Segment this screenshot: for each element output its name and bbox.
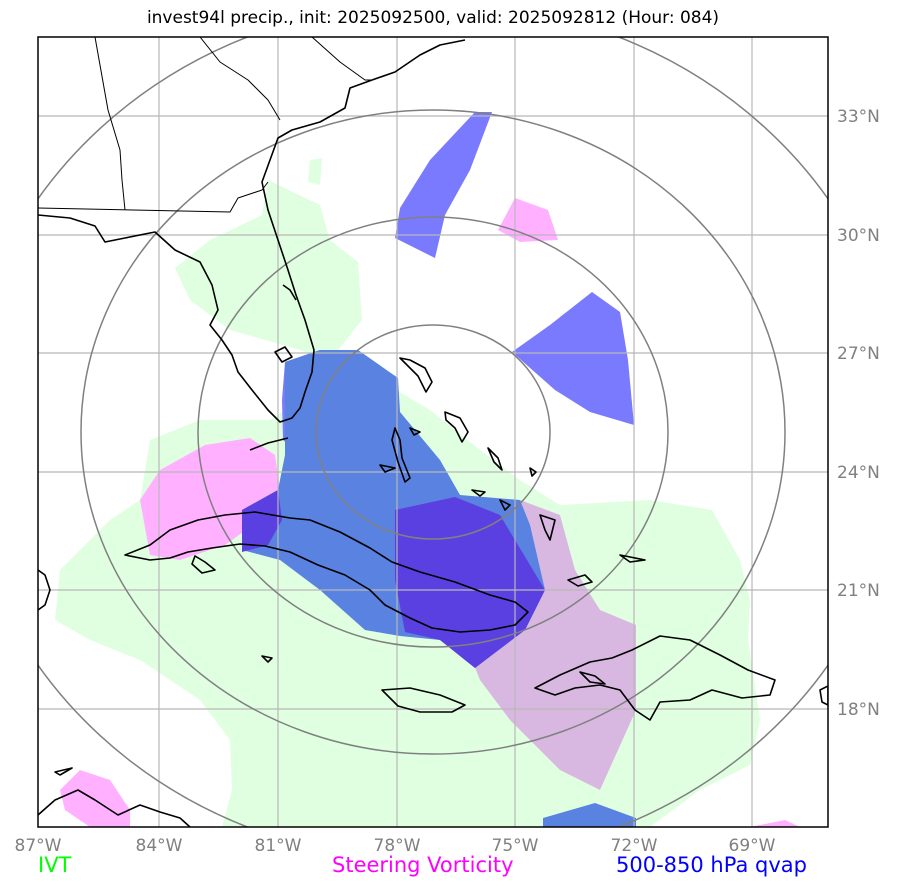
lon-tick-label: 78°W (374, 836, 421, 856)
lat-tick-label: 21°N (837, 581, 880, 601)
map-title: invest94l precip., init: 2025092500, val… (146, 8, 720, 28)
lon-tick-label: 72°W (611, 836, 658, 856)
lat-tick-label: 18°N (837, 700, 880, 720)
lon-tick-label: 87°W (15, 836, 62, 856)
lat-tick-label: 30°N (837, 226, 880, 246)
lon-tick-label: 81°W (255, 836, 302, 856)
lat-tick-label: 27°N (837, 344, 880, 364)
lat-tick-label: 33°N (837, 107, 880, 127)
lat-tick-label: 24°N (837, 463, 880, 483)
legend-steering-vorticity: Steering Vorticity (332, 853, 514, 877)
coastlines (38, 37, 828, 827)
latitude-tick-labels: 33°N 30°N 27°N 24°N 21°N 18°N (837, 107, 880, 720)
lon-tick-label: 69°W (729, 836, 776, 856)
longitude-tick-labels: 87°W 84°W 81°W 78°W 75°W 72°W 69°W (15, 836, 776, 856)
lon-tick-label: 75°W (492, 836, 539, 856)
legend-ivt: IVT (38, 853, 72, 877)
plot-frame (37, 36, 829, 828)
range-rings (38, 37, 828, 827)
qvap-field (242, 112, 636, 827)
lon-tick-label: 84°W (136, 836, 183, 856)
legend-qvap: 500-850 hPa qvap (616, 853, 807, 877)
